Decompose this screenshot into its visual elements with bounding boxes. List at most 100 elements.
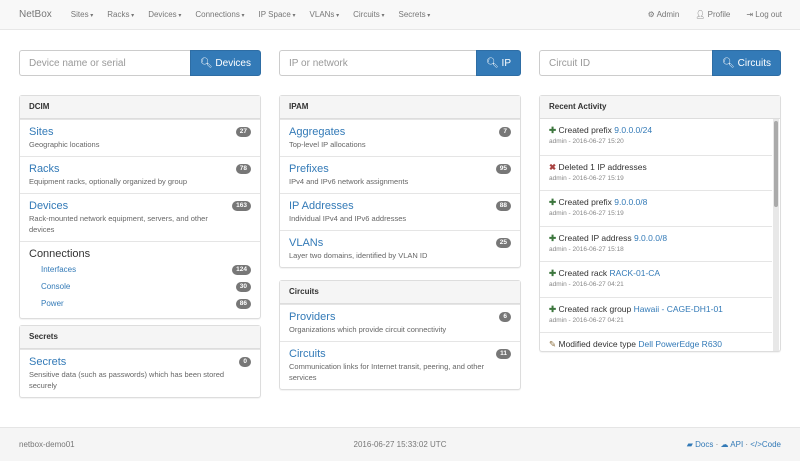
menu-racks[interactable]: Racks xyxy=(107,10,134,19)
circuit-search-button[interactable]: 🔍︎ Circuits xyxy=(712,50,781,76)
list-item: IP Addresses 88 Individual IPv4 and IPv6 a… xyxy=(280,193,520,230)
activity-meta: admin - 2016-06-27 04:21 xyxy=(549,281,624,288)
activity-item: ✚ Created prefix 9.0.0.0/8 admin - 2016-0… xyxy=(540,190,772,226)
code-icon: </> xyxy=(750,440,762,449)
activity-meta: admin - 2016-06-27 15:19 xyxy=(549,210,624,217)
circuit-search: 🔍︎ Circuits xyxy=(539,50,781,76)
plus-icon: ✚ xyxy=(549,125,557,135)
search-icon: 🔍︎ xyxy=(199,57,213,69)
user-icon: 👤︎ xyxy=(695,10,706,19)
activity-link[interactable]: 9.0.0.0/24 xyxy=(614,125,653,135)
activity-text: ✚ Created prefix 9.0.0.0/24 xyxy=(549,125,763,136)
activity-action: Created rack xyxy=(558,268,608,278)
scrollbar-thumb[interactable] xyxy=(774,121,778,207)
sub-label: Console xyxy=(41,282,71,291)
sub-label: Power xyxy=(41,299,64,308)
interfaces-link[interactable]: Interfaces 124 xyxy=(29,261,251,278)
panel-heading: Circuits xyxy=(280,281,520,304)
brand-link[interactable]: NetBox xyxy=(19,9,52,20)
hostname: netbox-demo01 xyxy=(19,440,75,449)
activity-item: ✚ Created IP address 9.0.0.0/8 admin - 20… xyxy=(540,225,772,262)
providers-link[interactable]: Providers xyxy=(289,311,336,323)
item-description: Equipment racks, optionally organized by… xyxy=(29,177,188,186)
menu-devices[interactable]: Devices xyxy=(148,10,181,19)
aggregates-link[interactable]: Aggregates xyxy=(289,126,346,138)
logout-link[interactable]: ⇥ Log out xyxy=(746,10,782,19)
racks-link[interactable]: Racks xyxy=(29,163,60,175)
circuit-search-input[interactable] xyxy=(539,50,713,76)
button-label: IP xyxy=(501,57,511,69)
menu-sites[interactable]: Sites xyxy=(71,10,93,19)
activity-text: ✚ Created rack group Hawaii - CAGE-DH1-0… xyxy=(549,304,763,315)
power-link[interactable]: Power 86 xyxy=(29,295,251,312)
recent-activity-panel: Recent Activity ✚ Created prefix 9.0.0.0… xyxy=(539,95,781,352)
ip-search-button[interactable]: 🔍︎ IP xyxy=(476,50,521,76)
ip-search-input[interactable] xyxy=(279,50,477,76)
item-description: Geographic locations xyxy=(29,140,100,149)
activity-action: Deleted 1 IP addresses xyxy=(558,161,647,172)
docs-link[interactable]: ▰ Docs xyxy=(687,440,714,449)
activity-list[interactable]: ✚ Created prefix 9.0.0.0/24 admin - 2016-… xyxy=(540,119,780,351)
count-badge: 86 xyxy=(235,299,251,309)
code-label: Code xyxy=(761,440,781,449)
activity-link[interactable]: 9.0.0.0/8 xyxy=(614,197,648,207)
profile-link[interactable]: 👤︎ Profile xyxy=(695,10,730,19)
count-badge: 163 xyxy=(232,201,251,211)
book-icon: ▰ xyxy=(686,440,693,449)
activity-link[interactable]: 9.0.0.0/8 xyxy=(633,232,668,243)
activity-link[interactable]: Hawaii - CAGE-DH1-01 xyxy=(633,303,723,314)
list-item: Devices 163 Rack-mounted network equipment… xyxy=(20,193,260,241)
item-description: Top-level IP allocations xyxy=(289,140,366,149)
menu-secrets[interactable]: Secrets xyxy=(398,10,430,19)
activity-meta: admin - 2016-06-27 15:19 xyxy=(549,174,624,182)
secrets-panel: Secrets Secrets 0 Sensitive data (such as … xyxy=(19,325,261,398)
devices-link[interactable]: Devices xyxy=(29,200,69,212)
activity-text: ✚ Created prefix 9.0.0.0/8 xyxy=(549,197,763,208)
list-item: VLANs 25 Layer two domains, identified by … xyxy=(280,230,520,267)
prefixes-link[interactable]: Prefixes xyxy=(289,163,329,175)
admin-link[interactable]: ⚙ Admin xyxy=(648,10,680,19)
plus-icon: ✚ xyxy=(549,197,557,207)
count-badge: 6 xyxy=(499,312,511,322)
scrollbar[interactable] xyxy=(773,119,779,351)
secrets-link[interactable]: Secrets xyxy=(29,356,67,368)
ip-search: 🔍︎ IP xyxy=(279,50,521,76)
item-description: Sensitive data (such as passwords) which… xyxy=(29,370,225,390)
item-description: IPv4 and IPv6 network assignments xyxy=(289,177,409,186)
menu-connections[interactable]: Connections xyxy=(195,10,244,19)
console-link[interactable]: Console 30 xyxy=(29,278,251,295)
activity-link[interactable]: RACK-01-CA xyxy=(609,268,661,278)
activity-action: Modified device type xyxy=(558,339,637,349)
logout-icon: ⇥ xyxy=(746,10,754,19)
circuits-panel: Circuits Providers 6 Organizations which p… xyxy=(279,280,521,390)
menu-vlans[interactable]: VLANs xyxy=(310,10,340,19)
item-description: Individual IPv4 and IPv6 addresses xyxy=(289,214,407,223)
list-item: Circuits 11 Communication links for Intern… xyxy=(280,341,520,389)
plus-icon: ✚ xyxy=(549,232,557,243)
panel-heading: IPAM xyxy=(280,96,520,119)
circuits-link[interactable]: Circuits xyxy=(289,348,326,360)
device-search-button[interactable]: 🔍︎ Devices xyxy=(189,50,261,76)
item-description: Communication links for Internet transit… xyxy=(289,362,485,382)
sites-link[interactable]: Sites xyxy=(29,126,54,138)
menu-ip-space[interactable]: IP Space xyxy=(259,10,296,19)
search-icon: 🔍︎ xyxy=(486,57,499,69)
pencil-icon: ✎ xyxy=(549,339,557,349)
api-link[interactable]: ☁ API xyxy=(721,440,744,449)
docs-label: Docs xyxy=(695,440,714,449)
menu-circuits[interactable]: Circuits xyxy=(353,10,384,19)
ipam-panel: IPAM Aggregates 7 Top-level IP allocations… xyxy=(279,95,521,268)
code-link[interactable]: </>Code xyxy=(750,440,781,449)
api-label: API xyxy=(730,440,744,449)
activity-action: Created rack group xyxy=(558,303,632,314)
count-badge: 7 xyxy=(499,127,511,137)
activity-text: ✚ Created rack RACK-01-CA xyxy=(549,268,763,279)
connections-heading: Connections xyxy=(29,248,91,260)
vlans-link[interactable]: VLANs xyxy=(289,237,324,249)
ip-addresses-link[interactable]: IP Addresses xyxy=(289,200,354,212)
list-item: Aggregates 7 Top-level IP allocations xyxy=(280,119,520,156)
activity-text: ✚ Created IP address 9.0.0.0/8 xyxy=(549,233,763,244)
activity-item: ✚ Created rack RACK-01-CA admin - 2016-06… xyxy=(540,261,772,297)
device-search-input[interactable] xyxy=(19,50,190,76)
activity-link[interactable]: Dell PowerEdge R630 xyxy=(638,339,723,349)
